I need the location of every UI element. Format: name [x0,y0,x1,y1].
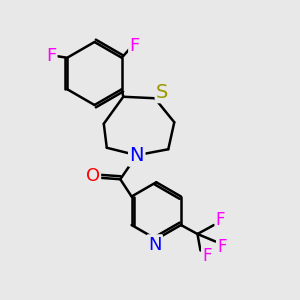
Text: N: N [148,236,161,254]
Text: F: F [217,238,227,256]
Text: F: F [202,247,212,265]
Text: S: S [156,83,169,102]
Text: F: F [130,37,140,55]
Text: F: F [216,211,225,229]
Text: O: O [85,167,100,185]
Text: N: N [130,146,144,165]
Text: F: F [46,47,56,65]
